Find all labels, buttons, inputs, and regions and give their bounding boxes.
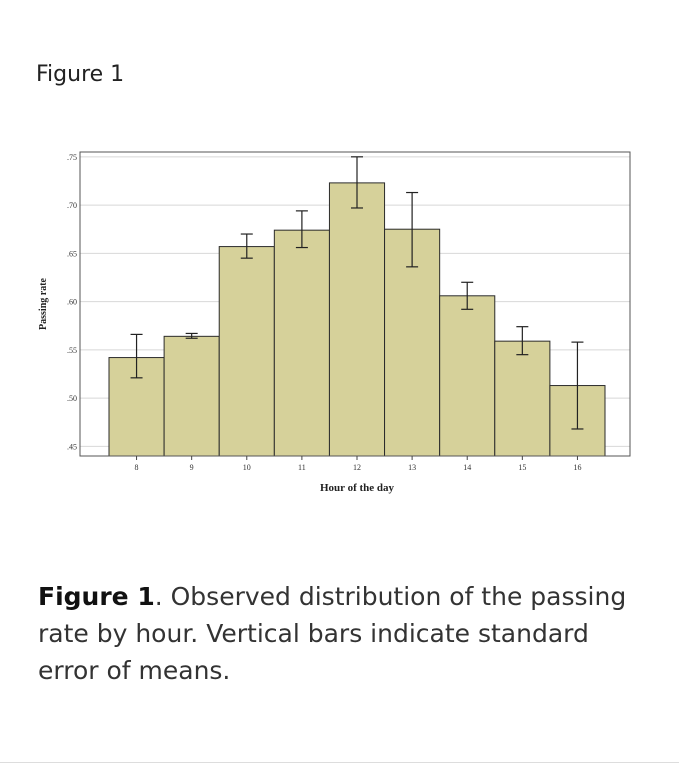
bar-9 [163, 335, 220, 457]
bar-15 [494, 340, 551, 457]
bar-11 [273, 229, 330, 457]
x-tick-label: 16 [573, 463, 581, 472]
y-tick-label: .65 [67, 249, 77, 258]
error-bar-12 [351, 156, 363, 209]
x-tick-label: 12 [353, 463, 361, 472]
caption-text: . Observed distribution of the passing r… [38, 582, 627, 685]
y-tick-labels: .45 .50 .55 .60 .65 .70 .75 [67, 153, 77, 452]
figure-heading: Figure 1 [36, 62, 125, 87]
y-tick-label: .45 [67, 442, 77, 451]
x-tick-label: 11 [298, 463, 306, 472]
plot-frame [79, 151, 631, 457]
bar-10 [218, 246, 275, 457]
y-axis-label: Passing rate [38, 277, 49, 330]
x-tick-labels: 8 9 10 11 12 13 14 15 16 [135, 456, 581, 472]
x-tick-label: 8 [135, 463, 139, 472]
x-tick-label: 15 [518, 463, 526, 472]
x-tick-label: 10 [243, 463, 251, 472]
y-tick-label: .75 [67, 153, 77, 162]
bar-12 [328, 182, 386, 457]
y-tick-label: .70 [67, 201, 77, 210]
x-axis-label: Hour of the day [320, 482, 395, 494]
y-tick-label: .50 [67, 394, 77, 403]
chart-svg: .45 .50 .55 .60 .65 .70 .75 8 9 10 11 12 13 14 15 16 H… [38, 151, 631, 494]
bar-14 [439, 295, 496, 457]
error-bar-11 [295, 210, 308, 249]
y-tick-label: .60 [67, 298, 77, 307]
error-bar-9 [185, 332, 198, 339]
x-tick-label: 14 [463, 463, 471, 472]
bar-chart: .45 .50 .55 .60 .65 .70 .75 8 9 10 11 12 13 14 15 16 H… [30, 150, 640, 510]
caption-label: Figure 1 [38, 582, 155, 611]
error-bar-10 [240, 233, 253, 259]
error-bar-13 [406, 191, 419, 268]
y-tick-label: .55 [67, 346, 77, 355]
error-bars [130, 156, 584, 430]
error-bar-14 [461, 281, 474, 310]
error-bar-15 [516, 326, 529, 356]
x-tick-label: 13 [408, 463, 416, 472]
figure-caption: Figure 1. Observed distribution of the p… [38, 578, 638, 689]
bottom-divider [0, 762, 679, 763]
bars [108, 182, 606, 457]
error-bar-8 [130, 333, 143, 379]
x-tick-label: 9 [190, 463, 194, 472]
error-bar-16 [571, 341, 584, 430]
